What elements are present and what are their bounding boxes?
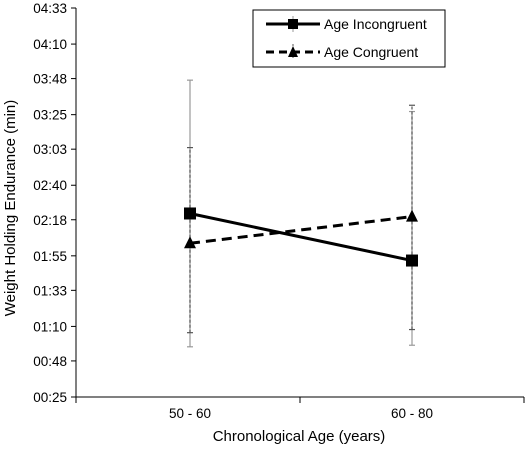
x-axis-ticks: 50 - 60 60 - 80: [75, 397, 525, 421]
legend-label-age-congruent: Age Congruent: [324, 44, 418, 60]
y-tick-label: 04:10: [33, 37, 67, 52]
data-point-age-congruent: [184, 236, 196, 249]
y-tick-label: 03:48: [33, 72, 67, 87]
y-tick-label: 03:03: [33, 142, 67, 157]
legend-box: [252, 9, 446, 68]
series-line-age-incongruent: [189, 212, 413, 263]
data-point-age-incongruent: [184, 207, 196, 220]
legend-label-age-incongruent: Age Incongruent: [324, 16, 427, 32]
legend-marker-age-congruent: [288, 46, 298, 57]
y-axis-title: Weight Holding Endurance (min): [2, 100, 19, 317]
y-tick-label: 03:25: [33, 108, 67, 123]
y-tick-label: 04:33: [33, 1, 67, 16]
legend: Age Incongruent Age Congruent: [252, 9, 446, 68]
x-tick-label: 60 - 80: [391, 406, 433, 421]
series-lines: [189, 212, 413, 263]
y-tick-label: 01:55: [33, 249, 67, 264]
error-bars: [187, 79, 415, 348]
y-tick-label: 02:40: [33, 178, 67, 193]
legend-marker-age-incongruent: [288, 19, 298, 29]
y-tick-label: 00:25: [33, 390, 67, 405]
y-tick-label: 01:33: [33, 283, 67, 298]
y-tick-label: 01:10: [33, 319, 67, 334]
y-tick-label: 02:18: [33, 213, 67, 228]
x-axis-title: Chronological Age (years): [213, 428, 386, 445]
series-markers: [184, 207, 418, 267]
series-line-age-congruent: [189, 215, 413, 245]
y-tick-label: 00:48: [33, 354, 67, 369]
data-point-age-congruent: [406, 209, 418, 222]
y-axis-ticks: 00:25 00:48 01:10 01:33 01:55 02:18 02:40 03:03…: [33, 1, 76, 405]
x-tick-label: 50 - 60: [169, 406, 211, 421]
data-point-age-incongruent: [406, 254, 418, 267]
